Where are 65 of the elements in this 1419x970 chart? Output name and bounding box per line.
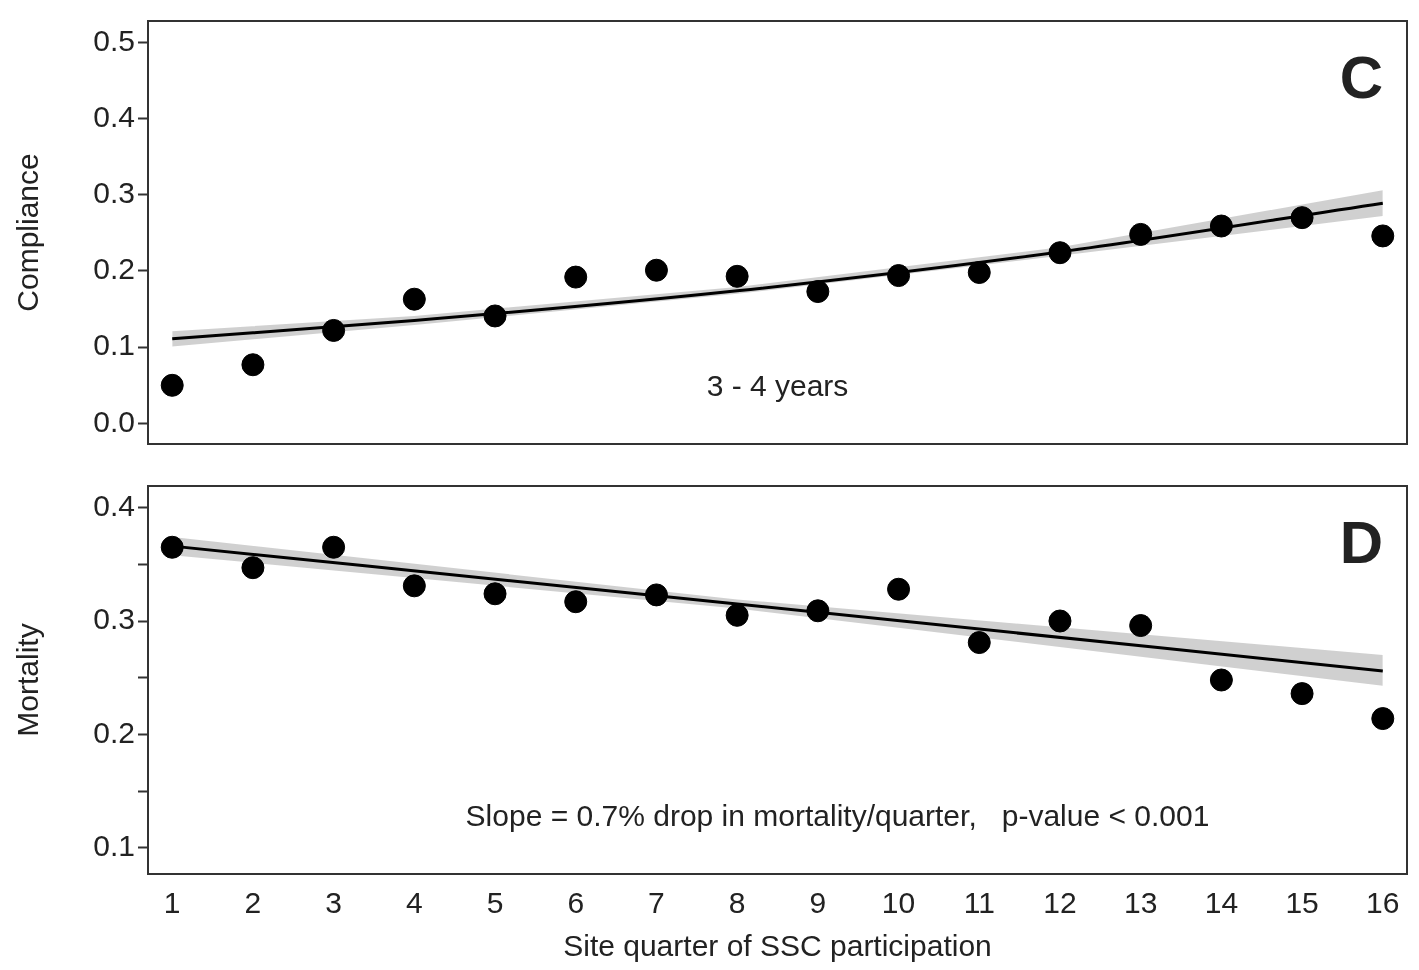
point (241, 556, 265, 580)
point (806, 599, 830, 623)
x-tick-label: 7 (648, 886, 665, 920)
y-tick-label: 0.5 (93, 23, 135, 57)
point (1129, 614, 1153, 638)
point (967, 261, 991, 285)
point (564, 265, 588, 289)
point (483, 582, 507, 606)
x-tick-label: 10 (881, 886, 916, 920)
x-tick-label: 16 (1366, 886, 1400, 920)
y-tick-label: 0.1 (93, 829, 135, 863)
point (1371, 224, 1395, 248)
y-tick-label: 0.1 (93, 328, 135, 362)
point (483, 304, 507, 328)
x-tick-label: 9 (809, 886, 827, 920)
y-tick-label: 0.3 (93, 602, 135, 636)
x-tick-label: 12 (1043, 886, 1077, 920)
point (322, 535, 346, 559)
x-tick-label: 8 (728, 886, 746, 920)
point (887, 264, 911, 288)
y-tick-label: 0.3 (93, 176, 135, 210)
x-tick-label: 2 (244, 886, 262, 920)
annotation: Slope = 0.7% drop in mortality/quarter, p-value < 0.001 (465, 799, 1210, 832)
point (241, 353, 265, 377)
point (1048, 609, 1072, 633)
y-tick-label: 0.0 (93, 404, 135, 438)
x-tick-label: 11 (963, 886, 995, 920)
y-tick-label: 0.4 (93, 488, 135, 522)
y-tick-label: 0.2 (93, 715, 135, 749)
y-tick-label: 0.2 (93, 252, 135, 286)
point (1209, 214, 1233, 238)
point (1371, 707, 1395, 731)
y-axis-title: Compliance (11, 153, 45, 312)
point (1290, 206, 1314, 230)
point (564, 590, 588, 614)
x-tick-label: 4 (405, 886, 423, 920)
y-tick-label: 0.4 (93, 99, 135, 133)
point (1048, 241, 1072, 265)
x-tick-label: 1 (163, 886, 181, 920)
point (402, 287, 426, 311)
point (806, 280, 830, 304)
x-tick-label: 5 (486, 886, 504, 920)
annotation: C (1339, 43, 1383, 111)
point (322, 318, 346, 342)
point (1209, 668, 1233, 692)
point (1129, 222, 1153, 246)
annotation: 3 - 4 years (706, 369, 849, 402)
point (1290, 682, 1314, 706)
point (644, 258, 668, 282)
point (160, 535, 184, 559)
point (644, 583, 668, 607)
point (402, 574, 426, 598)
point (887, 577, 911, 601)
point (967, 631, 991, 655)
x-tick-label: 13 (1123, 886, 1158, 920)
x-tick-label: 6 (567, 886, 585, 920)
x-tick-label: 14 (1204, 886, 1239, 920)
y-axis-title: Mortality (11, 623, 45, 737)
x-tick-label: 3 (325, 886, 342, 920)
point (160, 373, 184, 397)
x-axis-title: Site quarter of SSC participation (563, 929, 992, 963)
annotation: D (1339, 508, 1383, 576)
point (725, 603, 749, 627)
x-tick-label: 15 (1285, 886, 1319, 920)
point (725, 264, 749, 288)
